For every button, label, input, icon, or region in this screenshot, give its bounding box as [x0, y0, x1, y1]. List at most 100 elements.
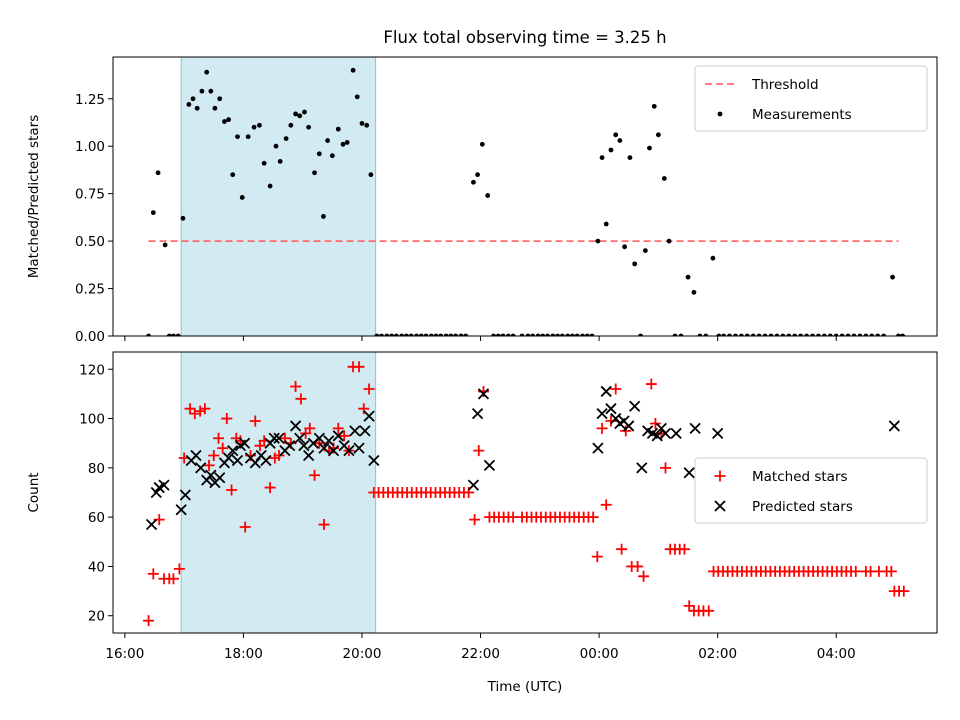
predicted-point	[214, 472, 226, 484]
matched-point	[353, 361, 365, 373]
measurement-point	[638, 333, 643, 336]
legend: Threshold Measurements	[694, 65, 928, 132]
predicted-point	[313, 432, 325, 444]
predicted-point	[323, 435, 335, 447]
predicted-point	[651, 430, 663, 442]
measurement-point	[672, 333, 678, 336]
matched-point	[616, 543, 628, 555]
y-tick-label: 0.50	[75, 234, 105, 250]
matched-point	[203, 459, 215, 471]
predicted-point	[318, 442, 330, 454]
predicted-point	[175, 504, 187, 516]
count-panel: 20 40 60 80 100 120 Count 16:00 18:00 20:00 22:00 0…	[26, 351, 938, 695]
measurement-point	[393, 333, 399, 336]
measurement-point	[716, 333, 722, 336]
x-axis-label: Time (UTC)	[487, 679, 563, 695]
observing-span-highlight	[180, 351, 377, 634]
matched-point	[885, 565, 897, 577]
measurement-point	[230, 172, 236, 178]
matched-point	[194, 405, 206, 417]
measurement-point	[364, 122, 370, 128]
matched-point	[363, 383, 375, 395]
measurement-point	[245, 134, 251, 140]
matched-point	[304, 422, 316, 434]
matched-point	[213, 432, 225, 444]
measurement-point	[900, 333, 906, 336]
measurement-point	[495, 333, 501, 336]
measurement-point	[685, 274, 691, 280]
matched-point	[678, 543, 690, 555]
predicted-point	[179, 489, 191, 501]
predicted-point	[623, 420, 635, 432]
measurement-point	[438, 333, 444, 336]
measurement-point	[475, 172, 480, 178]
measurement-point	[463, 333, 469, 336]
y-tick-label: 1.25	[75, 92, 105, 108]
y-tick-label: 60	[88, 510, 105, 526]
measurement-point	[267, 183, 273, 189]
measurement-point	[756, 333, 762, 336]
measurement-point	[506, 333, 511, 336]
matched-point	[703, 605, 715, 617]
predicted-point	[629, 400, 641, 412]
matched-point	[167, 573, 179, 585]
figure-title: Flux total observing time = 3.25 h	[383, 28, 666, 47]
measurement-point	[359, 121, 365, 126]
legend-box	[694, 65, 928, 132]
matched-point	[478, 385, 490, 397]
measurement-point	[710, 255, 716, 261]
measurement-point	[738, 333, 744, 336]
y-axis-label: Matched/Predicted stars	[26, 115, 42, 278]
measurement-point	[368, 172, 374, 178]
measurement-point	[344, 140, 350, 145]
matched-point	[645, 378, 657, 390]
predicted-point	[483, 459, 496, 472]
matched-point	[173, 563, 185, 575]
measurement-point	[257, 122, 262, 128]
predicted-point	[689, 422, 701, 435]
predicted-point	[231, 454, 244, 467]
x-tick-label: 16:00	[105, 646, 144, 662]
measurement-point	[661, 176, 667, 181]
predicted-point	[289, 420, 302, 432]
predicted-point	[227, 444, 239, 457]
predicted-point	[349, 425, 361, 437]
series-matched-stars	[143, 361, 910, 627]
measurement-point	[780, 333, 786, 336]
matched-point	[273, 450, 285, 462]
measurement-point	[833, 333, 839, 336]
legend: Matched stars Predicted stars	[694, 457, 928, 524]
matched-point	[338, 430, 350, 442]
matched-point	[596, 422, 608, 434]
matched-point	[290, 381, 302, 393]
predicted-point	[284, 440, 296, 452]
measurement-point	[316, 151, 322, 157]
legend-label: Matched stars	[752, 469, 848, 485]
x-tick-label: 20:00	[343, 646, 382, 662]
measurement-point	[584, 333, 590, 336]
predicted-point	[592, 442, 604, 454]
measurement-point	[379, 333, 384, 336]
measurement-point	[350, 67, 356, 73]
measurement-point	[896, 333, 901, 336]
measurement-point	[881, 333, 887, 336]
measurement-point	[804, 333, 809, 336]
predicted-point	[600, 385, 612, 398]
measurement-point	[519, 333, 525, 336]
measurement-point	[180, 215, 186, 221]
matched-point	[632, 560, 644, 572]
measurement-point	[335, 126, 341, 132]
matched-point	[249, 415, 261, 427]
predicted-point	[332, 430, 344, 442]
y-tick-label: 120	[79, 362, 105, 378]
measurement-point	[340, 141, 346, 147]
measurement-point	[458, 333, 464, 336]
measurement-point	[565, 333, 571, 336]
x-tick-label: 22:00	[461, 646, 500, 662]
measurement-point	[851, 333, 857, 336]
measurement-point	[491, 333, 496, 336]
measurement-point	[744, 333, 750, 336]
measurement-point	[186, 102, 192, 107]
measurement-point	[678, 333, 684, 336]
legend-box	[694, 457, 928, 524]
